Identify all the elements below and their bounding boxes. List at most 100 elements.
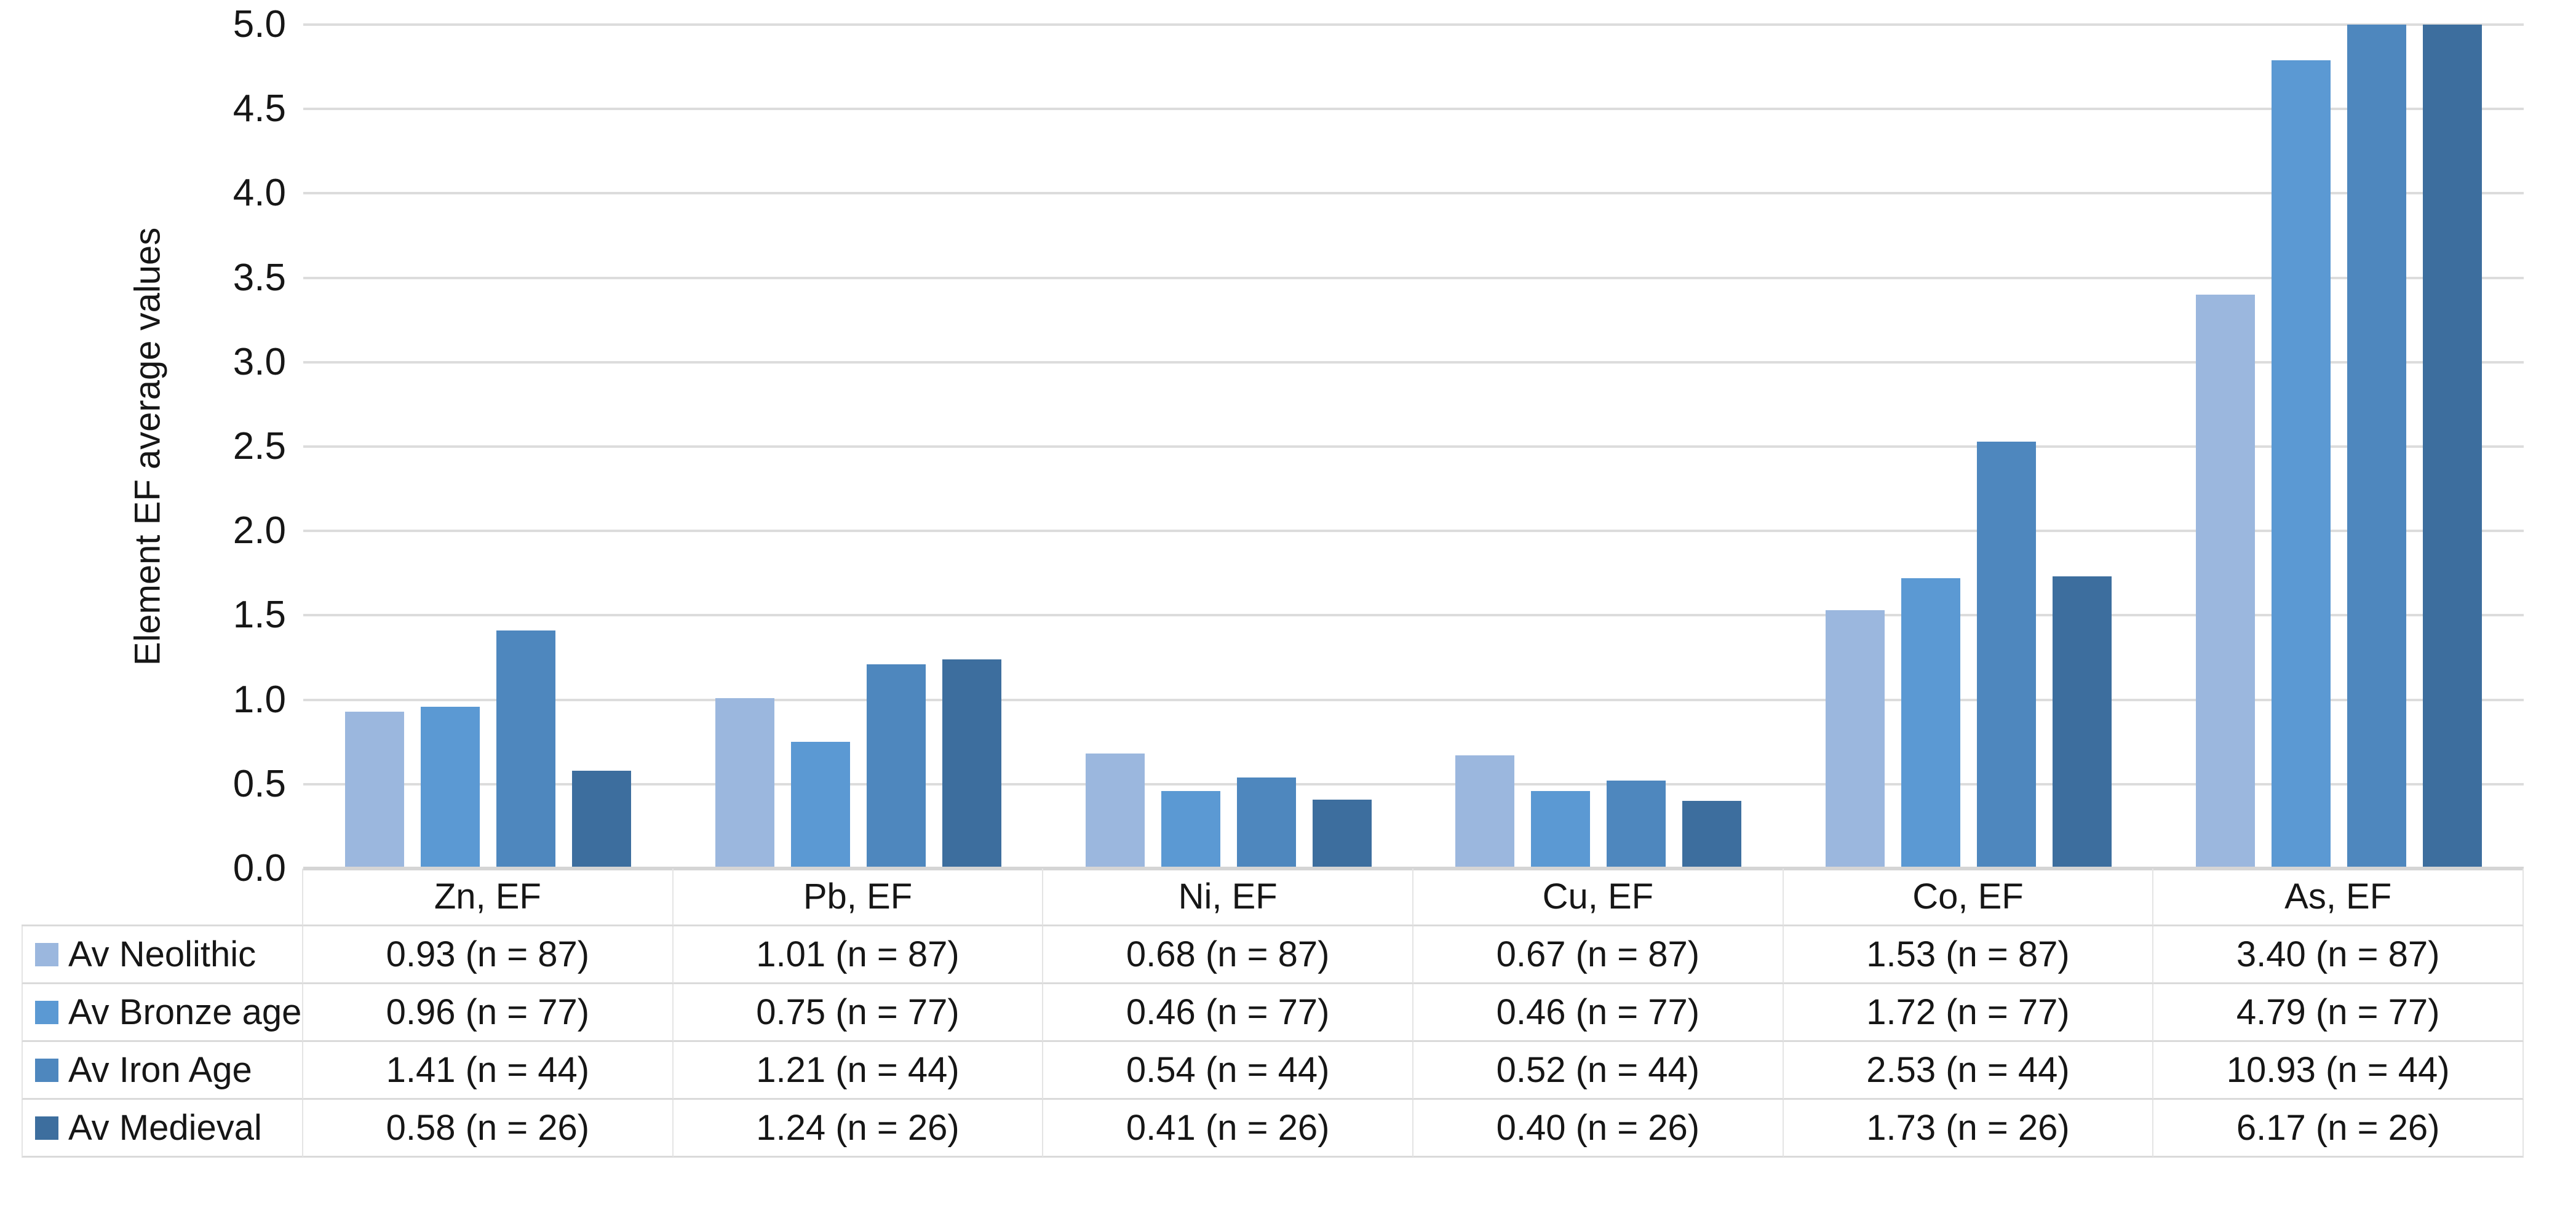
- legend-label: Av Bronze age: [68, 992, 302, 1032]
- bar-av-neolithic: [345, 711, 405, 869]
- gridlines-layer: [303, 23, 2524, 869]
- legend-swatch: [35, 1058, 58, 1082]
- y-axis-tick-label: 3.5: [233, 256, 286, 299]
- bar-group-co-ef: [1784, 25, 2154, 869]
- value-cell: 0.54 (n = 44): [1043, 1042, 1413, 1100]
- bar-group-as-ef: [2153, 25, 2524, 869]
- value-cell: 3.40 (n = 87): [2153, 926, 2524, 984]
- bar-av-neolithic: [2195, 295, 2255, 869]
- legend-cell: Av Medieval: [22, 1100, 303, 1158]
- legend-label: Av Medieval: [68, 1108, 262, 1148]
- bar-av-medieval: [2053, 576, 2112, 869]
- legend-cell: Av Neolithic: [22, 926, 303, 984]
- bar-av-medieval: [942, 659, 1001, 869]
- legend-label: Av Iron Age: [68, 1050, 252, 1090]
- value-cell: 1.24 (n = 26): [673, 1100, 1044, 1158]
- data-table: Zn, EF Pb, EF Ni, EF Cu, EF Co, EF As, EF Av N…: [22, 869, 2524, 1158]
- value-cell: 0.68 (n = 87): [1043, 926, 1413, 984]
- y-axis-tick-label: 4.5: [233, 87, 286, 130]
- value-cell: 1.41 (n = 44): [303, 1042, 674, 1100]
- y-axis-tick-label: 0.5: [233, 762, 286, 805]
- gridline: [303, 698, 2524, 701]
- y-axis-tick-label: 2.0: [233, 509, 286, 552]
- gridline: [303, 23, 2524, 26]
- gridline: [303, 445, 2524, 448]
- y-axis-tick-label: 1.0: [233, 678, 286, 721]
- y-axis-tick-label: 3.0: [233, 340, 286, 383]
- bar-av-bronze-age: [1901, 578, 1961, 869]
- legend-swatch: [35, 1116, 58, 1140]
- y-axis-tick-label: 1.5: [233, 594, 286, 637]
- bar-av-medieval: [2422, 25, 2482, 869]
- bar-av-iron-age: [1977, 441, 2037, 869]
- bar-av-neolithic: [1085, 754, 1145, 869]
- gridline: [303, 192, 2524, 195]
- gridline: [303, 108, 2524, 111]
- legend-cell: Av Iron Age: [22, 1042, 303, 1100]
- gridline: [303, 360, 2524, 364]
- value-cell: 0.46 (n = 77): [1043, 984, 1413, 1042]
- category-header-cell: Ni, EF: [1043, 869, 1413, 926]
- gridline: [303, 782, 2524, 785]
- value-cell: 0.40 (n = 26): [1413, 1100, 1784, 1158]
- category-header-cell: As, EF: [2153, 869, 2524, 926]
- y-axis-tick-label: 5.0: [233, 3, 286, 46]
- bar-av-medieval: [1312, 799, 1372, 869]
- bar-av-bronze-age: [791, 742, 850, 869]
- value-cell: 2.53 (n = 44): [1783, 1042, 2154, 1100]
- bar-av-neolithic: [715, 698, 774, 869]
- value-cell: 0.52 (n = 44): [1413, 1042, 1784, 1100]
- value-cell: 0.46 (n = 77): [1413, 984, 1784, 1042]
- value-cell: 0.93 (n = 87): [303, 926, 674, 984]
- value-cell: 0.41 (n = 26): [1043, 1100, 1413, 1158]
- value-cell: 0.75 (n = 77): [673, 984, 1044, 1042]
- value-cell: 1.53 (n = 87): [1783, 926, 2154, 984]
- bar-av-iron-age: [1607, 781, 1666, 869]
- y-axis-tick-label: 2.5: [233, 425, 286, 467]
- value-cell: 0.58 (n = 26): [303, 1100, 674, 1158]
- bar-av-medieval: [572, 770, 632, 869]
- x-axis-line: [303, 867, 2524, 870]
- bar-group-cu-ef: [1413, 25, 1784, 869]
- bar-av-bronze-age: [421, 706, 480, 869]
- y-axis-tick-label: 4.0: [233, 172, 286, 215]
- bar-av-bronze-age: [2271, 60, 2331, 869]
- bar-av-bronze-age: [1531, 790, 1591, 869]
- value-cell: 1.73 (n = 26): [1783, 1100, 2154, 1158]
- bar-av-bronze-age: [1161, 790, 1220, 869]
- value-cell: 0.96 (n = 77): [303, 984, 674, 1042]
- bar-group-pb-ef: [674, 25, 1044, 869]
- legend-label: Av Neolithic: [68, 934, 256, 974]
- gridline: [303, 614, 2524, 617]
- bar-av-neolithic: [1455, 755, 1515, 869]
- legend-cell: Av Bronze age: [22, 984, 303, 1042]
- bar-av-neolithic: [1826, 610, 1885, 869]
- gridline: [303, 530, 2524, 533]
- value-cell: 6.17 (n = 26): [2153, 1100, 2524, 1158]
- gridline: [303, 276, 2524, 279]
- bar-av-iron-age: [496, 630, 556, 869]
- bar-av-medieval: [1682, 801, 1742, 869]
- table-corner-cell: [22, 869, 303, 926]
- bar-av-iron-age: [867, 664, 926, 869]
- category-header-cell: Pb, EF: [673, 869, 1044, 926]
- y-axis-tick-labels: 5.0 4.5 4.0 3.5 3.0 2.5 2.0 1.5 1.0 0.5 0.0: [0, 6, 286, 888]
- bar-av-iron-age: [1236, 777, 1296, 869]
- legend-swatch: [35, 1000, 58, 1024]
- value-cell: 4.79 (n = 77): [2153, 984, 2524, 1042]
- y-axis-tick-label: 0.0: [233, 847, 286, 889]
- bars-layer: [303, 25, 2524, 869]
- category-header-cell: Zn, EF: [303, 869, 674, 926]
- value-cell: 10.93 (n = 44): [2153, 1042, 2524, 1100]
- value-cell: 1.72 (n = 77): [1783, 984, 2154, 1042]
- bar-av-iron-age: [2347, 25, 2406, 869]
- bar-group-zn-ef: [303, 25, 674, 869]
- value-cell: 1.01 (n = 87): [673, 926, 1044, 984]
- plot-area: [303, 23, 2524, 870]
- legend-swatch: [35, 942, 58, 966]
- bar-group-ni-ef: [1043, 25, 1413, 869]
- value-cell: 1.21 (n = 44): [673, 1042, 1044, 1100]
- category-header-cell: Cu, EF: [1413, 869, 1784, 926]
- value-cell: 0.67 (n = 87): [1413, 926, 1784, 984]
